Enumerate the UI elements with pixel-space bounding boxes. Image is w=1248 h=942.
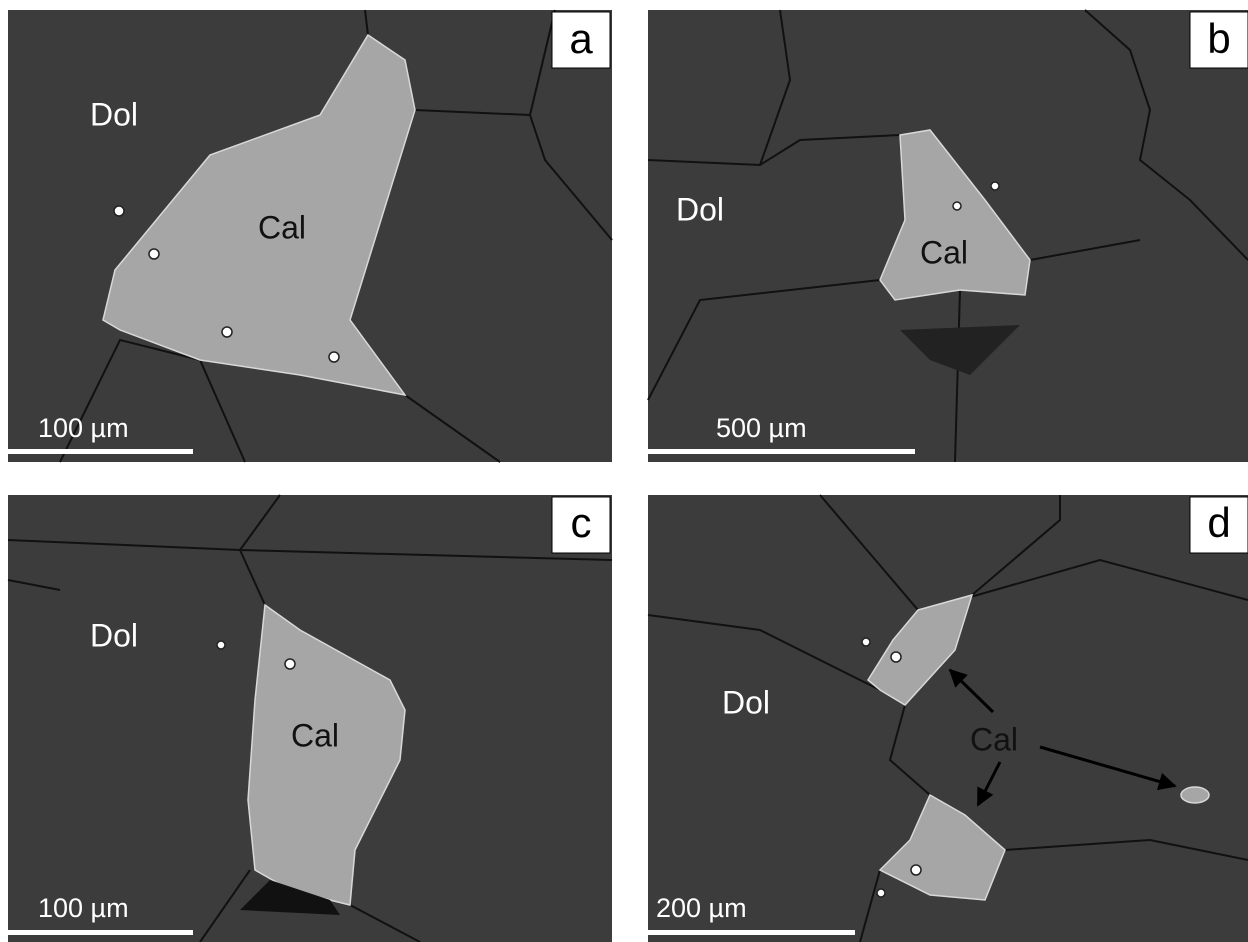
panel-letter: d <box>1207 499 1230 546</box>
scale-label: 200 µm <box>656 893 747 923</box>
spot <box>329 352 339 362</box>
figure: Dol Cal 100 µm a Dol Cal 500 µm b Dol Ca… <box>0 0 1248 942</box>
spot <box>891 652 901 662</box>
scale-label: 100 µm <box>38 893 129 923</box>
spot <box>217 641 225 649</box>
scale-bar <box>8 449 193 454</box>
scale-label: 500 µm <box>716 413 807 443</box>
panel-b: Dol Cal 500 µm b <box>648 10 1248 462</box>
mineral-label: Cal <box>258 209 306 245</box>
mineral-label: Dol <box>90 96 138 132</box>
scale-bar <box>648 449 915 454</box>
mineral-label: Dol <box>90 617 138 653</box>
mineral-label: Cal <box>291 717 339 753</box>
panel-letter: b <box>1207 15 1230 62</box>
panel-c: Dol Cal 100 µm c <box>8 495 612 942</box>
spot <box>877 889 885 897</box>
spot <box>953 202 961 210</box>
mineral-label: Dol <box>676 191 724 227</box>
panel-letter: a <box>569 15 593 62</box>
panel-letter: c <box>571 499 592 546</box>
mineral-label: Cal <box>920 234 968 270</box>
spot <box>991 182 999 190</box>
spot <box>285 659 295 669</box>
spot <box>149 249 159 259</box>
spot <box>114 206 124 216</box>
scale-bar <box>8 930 193 935</box>
calcite-grain <box>1181 787 1209 803</box>
scale-bar <box>648 930 855 935</box>
panel-a: Dol Cal 100 µm a <box>8 10 612 462</box>
spot <box>862 638 870 646</box>
spot <box>222 327 232 337</box>
mineral-label: Cal <box>970 721 1018 757</box>
scale-label: 100 µm <box>38 413 129 443</box>
mineral-label: Dol <box>722 684 770 720</box>
panel-d: Dol Cal 200 µm d <box>648 495 1248 942</box>
spot <box>911 865 921 875</box>
